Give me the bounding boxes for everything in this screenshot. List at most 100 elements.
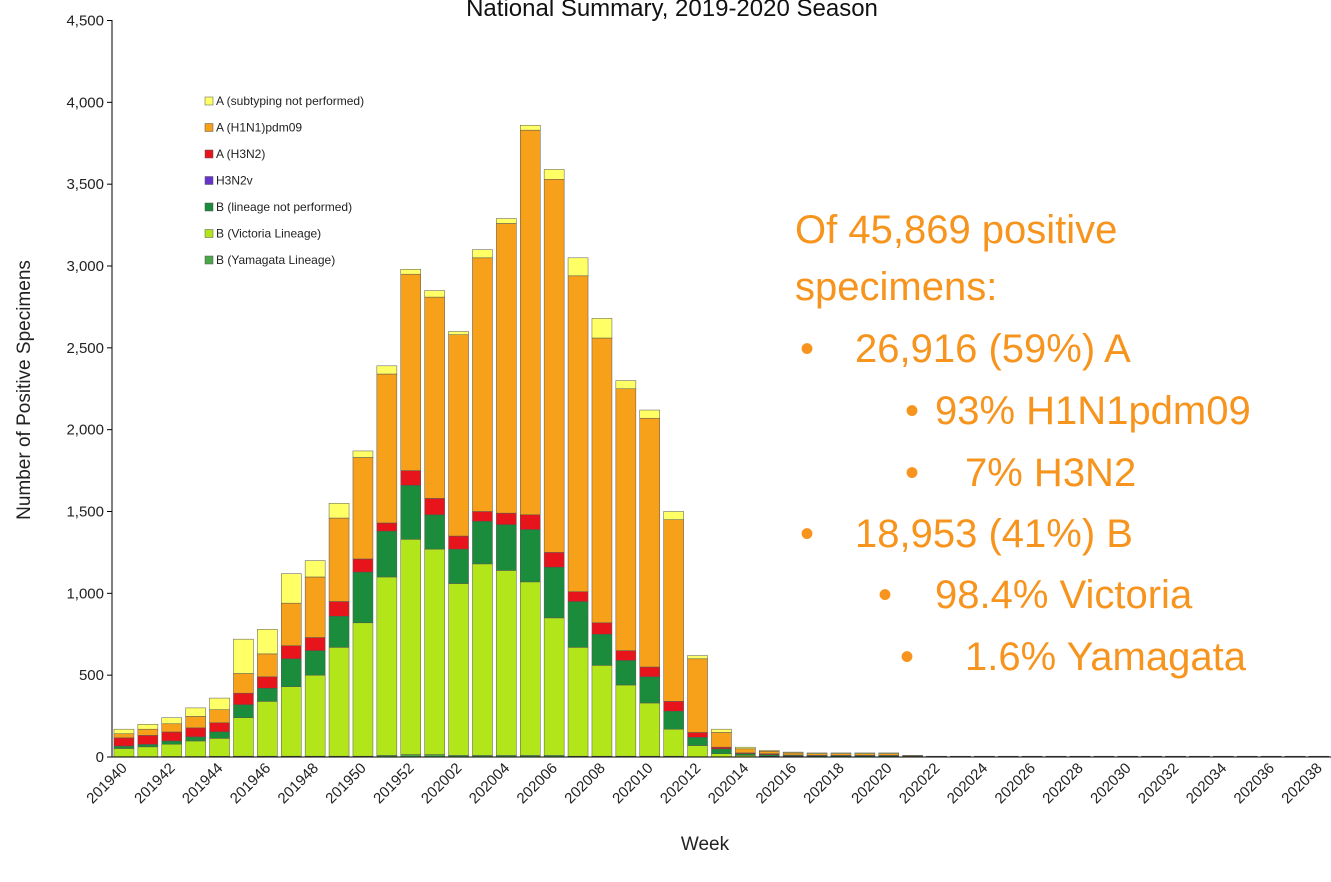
x-tick-label: 202008 (561, 760, 608, 807)
bar-segment (711, 732, 732, 748)
bar-segment (304, 637, 326, 651)
bar-segment (257, 629, 278, 655)
bar-segment (400, 485, 421, 540)
legend-swatch (204, 255, 214, 265)
x-tick-label: 201952 (370, 760, 417, 807)
bar-segment (567, 257, 589, 277)
bar-segment (615, 684, 637, 757)
bar-segment (687, 737, 708, 746)
bar-segment (328, 517, 350, 602)
bar-segment (137, 746, 159, 757)
bar-segment (209, 709, 230, 724)
bar-segment (281, 573, 302, 604)
bar-segment (400, 269, 421, 275)
bar-segment (185, 707, 206, 717)
bar-segment (735, 748, 756, 754)
x-tick-label: 201940 (83, 760, 130, 807)
x-tick-label: 202028 (1039, 760, 1086, 807)
bar-segment (352, 622, 374, 757)
bar-segment (137, 735, 159, 745)
bar-segment (233, 638, 254, 674)
y-tick-label: 3,500 (66, 176, 104, 193)
bar-segment (113, 748, 135, 757)
annotation: 98.4% Victoria (935, 573, 1193, 617)
bar-segment (687, 745, 708, 757)
bar-segment (520, 581, 541, 756)
bar-segment (281, 602, 302, 646)
bar-segment (328, 601, 350, 617)
y-tick-label: 2,500 (66, 340, 104, 357)
x-tick-label: 202012 (657, 760, 704, 807)
bar-segment (352, 450, 374, 458)
bar-segment (711, 753, 732, 758)
bar-segment (352, 457, 374, 560)
bar-segment (137, 744, 159, 748)
x-tick-label: 201944 (179, 760, 226, 807)
bar-segment (496, 218, 517, 224)
bar-segment (543, 566, 565, 619)
bar-segment (424, 498, 445, 516)
x-tick-label: 202024 (944, 760, 991, 807)
bar-segment (472, 257, 493, 512)
bar-segment (257, 653, 278, 678)
bar-segment (496, 524, 517, 571)
bar-segment (376, 576, 398, 756)
bar-segment (161, 743, 182, 757)
bar-segment (113, 728, 135, 735)
bar-segment (257, 688, 278, 702)
y-tick-label: 3,000 (66, 258, 104, 275)
bar-segment (639, 409, 660, 419)
bar-segment (400, 539, 421, 755)
x-tick-label: 201950 (322, 760, 369, 807)
annotations: Of 45,869 positive specimens: • 26,916 (59%… (795, 208, 1251, 679)
bar-segment (113, 745, 135, 749)
x-tick-label: 202036 (1231, 760, 1278, 807)
bar-segment (376, 530, 398, 578)
bar-segment (424, 290, 445, 298)
bar-segment (161, 723, 182, 733)
bullet: • (900, 635, 914, 679)
bar-segment (615, 650, 637, 661)
bar-segment (520, 514, 541, 530)
legend-label: B (lineage not performed) (216, 200, 352, 214)
x-tick-label: 202004 (466, 760, 513, 807)
bar-segment (376, 365, 398, 375)
y-tick-label: 500 (79, 667, 104, 684)
legend-swatch (204, 229, 214, 238)
bar-segment (281, 645, 302, 660)
y-axis-label: Number of Positive Specimens (14, 260, 35, 520)
bar-segment (328, 615, 350, 648)
bar-segment (639, 417, 660, 668)
annotation: Of 45,869 positive (795, 208, 1117, 252)
bar-segment (711, 728, 732, 733)
annotation: 7% H3N2 (965, 451, 1136, 495)
x-tick-label: 202010 (609, 760, 656, 807)
bullet: • (878, 573, 892, 617)
bar-segment (113, 733, 135, 739)
x-tick-label: 202014 (705, 760, 752, 807)
bar-segment (472, 249, 493, 259)
bar-segment (496, 223, 517, 514)
bar-segment (759, 750, 780, 752)
bar-segment (281, 686, 302, 757)
bar-segment (161, 740, 182, 745)
bar-segment (639, 702, 660, 757)
x-axis-label: Week (681, 834, 730, 855)
bar-segment (615, 388, 637, 651)
bar-segment (687, 655, 708, 660)
x-tick-label: 202030 (1087, 760, 1134, 807)
bar-segment (591, 634, 613, 666)
x-tick-label: 202002 (418, 760, 465, 807)
legend-swatch (204, 149, 214, 159)
y-tick-label: 4,500 (66, 13, 104, 30)
bar-segment (233, 704, 254, 718)
bar-segment (567, 591, 589, 602)
bar-segment (448, 535, 469, 550)
bar-segment (209, 738, 230, 757)
x-tick-label: 202020 (848, 760, 895, 807)
legend-swatch (204, 123, 214, 132)
bar-segment (233, 692, 254, 705)
x-tick-label: 202026 (992, 760, 1039, 807)
legend-swatch (204, 202, 214, 212)
